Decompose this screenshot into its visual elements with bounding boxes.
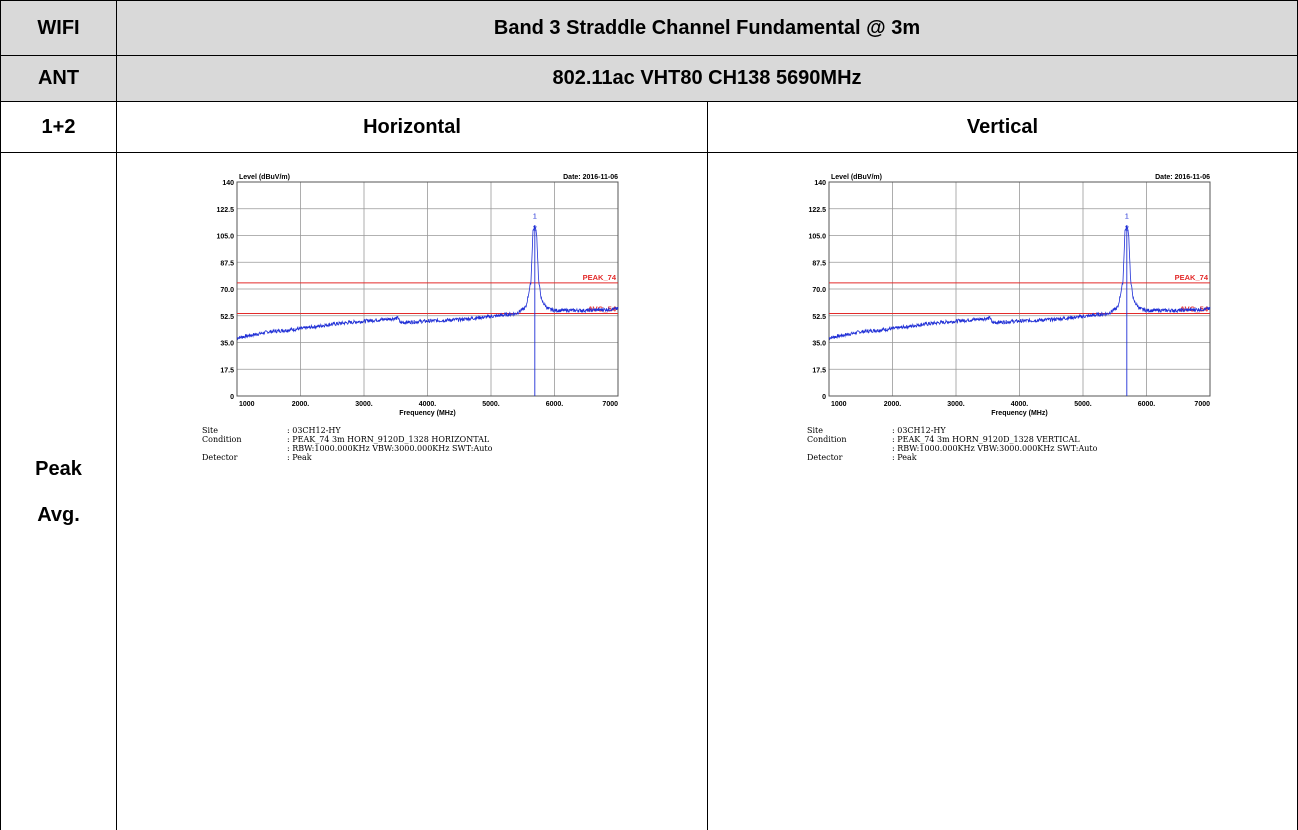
detector-label-cell: Peak Avg. [0, 152, 117, 830]
emission-trace [828, 225, 1211, 341]
condition-value-2: : RBW:1000.000KHz VBW:3000.000KHz SWT:Au… [892, 444, 1098, 453]
y-tick-label: 0 [230, 394, 234, 401]
x-tick-label: 1000 [831, 401, 847, 408]
horizontal-emission-chart: PEAK_74AVG_5412017.535.052.570.087.5105.… [216, 174, 619, 417]
detector-value: : Peak [892, 453, 917, 462]
detector-key: Detector [807, 453, 843, 462]
y-tick-label: 17.5 [812, 367, 826, 374]
y-tick-label: 52.5 [220, 314, 234, 321]
x-axis-label: Frequency (MHz) [991, 410, 1047, 417]
horizontal-plot-info: Site : 03CH12-HY Condition : PEAK_74 3m … [202, 426, 542, 466]
x-tick-label: 6000. [546, 401, 564, 408]
y-tick-label: 0 [822, 394, 826, 401]
y-axis-label: Level (dBuV/m) [239, 174, 290, 181]
x-tick-label: 4000. [419, 401, 437, 408]
x-tick-label: 6000. [1138, 401, 1156, 408]
condition-key: Condition [202, 435, 242, 444]
y-tick-label: 140 [814, 180, 826, 187]
x-tick-label: 7000 [602, 401, 618, 408]
avg-label: Avg. [37, 503, 80, 526]
mode-title: 802.11ac VHT80 CH138 5690MHz [552, 67, 862, 89]
x-axis-label: Frequency (MHz) [399, 410, 455, 417]
site-value: : 03CH12-HY [892, 426, 946, 435]
y-tick-label: 87.5 [812, 260, 826, 267]
y-axis-label: Level (dBuV/m) [831, 174, 882, 181]
x-tick-label: 3000. [355, 401, 373, 408]
table-title: Band 3 Straddle Channel Fundamental @ 3m [493, 16, 921, 39]
ant-label-cell: ANT [0, 55, 117, 102]
y-tick-label: 17.5 [220, 367, 234, 374]
y-tick-label: 87.5 [220, 260, 234, 267]
condition-key: Condition [807, 435, 847, 444]
date-label: Date: 2016-11-06 [1155, 174, 1210, 181]
site-key: Site [807, 426, 823, 435]
y-tick-label: 122.5 [808, 207, 826, 214]
x-tick-label: 3000. [947, 401, 965, 408]
plot-frame [236, 181, 619, 397]
emission-trace [236, 225, 619, 341]
ant-label: ANT [37, 67, 80, 89]
vertical-header: Vertical [966, 115, 1039, 138]
y-tick-label: 105.0 [216, 234, 234, 241]
site-key: Site [202, 426, 218, 435]
limit-label-peak: PEAK_74 [1175, 273, 1209, 282]
horizontal-header-cell: Horizontal [116, 101, 708, 153]
wifi-label-cell: WIFI [0, 0, 117, 56]
y-tick-label: 52.5 [812, 314, 826, 321]
condition-value: : PEAK_74 3m HORN_9120D_1328 VERTICAL [892, 435, 1080, 444]
title-cell: Band 3 Straddle Channel Fundamental @ 3m [116, 0, 1298, 56]
ant-number: 1+2 [41, 115, 76, 138]
vertical-emission-chart: PEAK_74AVG_5412017.535.052.570.087.5105.… [808, 174, 1211, 417]
y-tick-label: 70.0 [220, 287, 234, 294]
peak-marker-label: 2 [533, 223, 537, 232]
vertical-header-cell: Vertical [707, 101, 1298, 153]
date-label: Date: 2016-11-06 [563, 174, 618, 181]
x-tick-label: 5000. [1074, 401, 1092, 408]
wifi-label: WIFI [37, 16, 80, 39]
detector-key: Detector [202, 453, 238, 462]
x-tick-label: 2000. [292, 401, 310, 408]
condition-value-2: : RBW:1000.000KHz VBW:3000.000KHz SWT:Au… [287, 444, 493, 453]
x-tick-label: 5000. [482, 401, 500, 408]
limit-label-peak: PEAK_74 [583, 273, 617, 282]
plot-frame [828, 181, 1211, 397]
vertical-plot-info: Site : 03CH12-HY Condition : PEAK_74 3m … [807, 426, 1147, 466]
x-tick-label: 7000 [1194, 401, 1210, 408]
y-tick-label: 122.5 [216, 207, 234, 214]
x-tick-label: 4000. [1011, 401, 1029, 408]
y-tick-label: 105.0 [808, 234, 826, 241]
y-tick-label: 70.0 [812, 287, 826, 294]
condition-value: : PEAK_74 3m HORN_9120D_1328 HORIZONTAL [287, 435, 490, 444]
x-tick-label: 2000. [884, 401, 902, 408]
y-tick-label: 35.0 [220, 341, 234, 348]
y-tick-label: 140 [222, 180, 234, 187]
peak-label: Peak [35, 457, 82, 480]
peak-label: 1 [1125, 211, 1129, 220]
peak-label: 1 [533, 211, 537, 220]
ant-number-cell: 1+2 [0, 101, 117, 153]
peak-marker-label: 2 [1125, 223, 1129, 232]
mode-cell: 802.11ac VHT80 CH138 5690MHz [116, 55, 1298, 102]
x-tick-label: 1000 [239, 401, 255, 408]
detector-value: : Peak [287, 453, 312, 462]
horizontal-header: Horizontal [363, 115, 461, 138]
y-tick-label: 35.0 [812, 341, 826, 348]
site-value: : 03CH12-HY [287, 426, 341, 435]
